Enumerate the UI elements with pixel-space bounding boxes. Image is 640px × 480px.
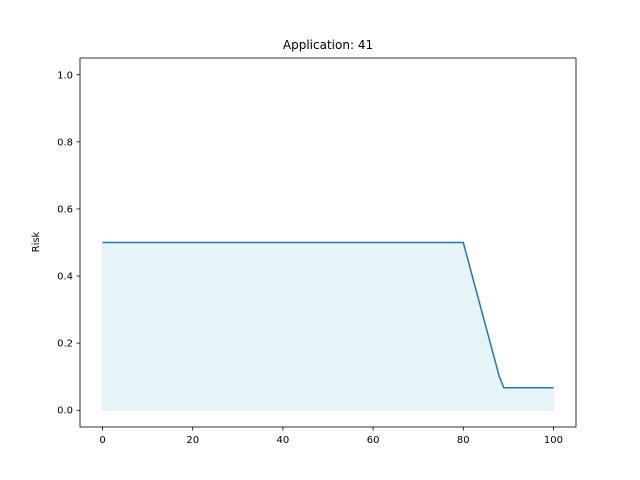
x-tick-label: 80 (457, 435, 470, 446)
x-tick-label: 100 (544, 435, 563, 446)
plot-area: 0 20 40 60 80 100 0.0 0.2 0.4 0.6 0.8 1.0 (57, 57, 577, 446)
x-tick-label: 60 (367, 435, 380, 446)
chart-title: Application: 41 (283, 38, 373, 52)
x-tick-label: 0 (99, 435, 105, 446)
x-tick-label: 40 (277, 435, 290, 446)
y-tick-label: 1.0 (57, 70, 73, 81)
plot-frame (79, 57, 577, 428)
x-tick-label: 20 (186, 435, 199, 446)
y-tick-label: 0.6 (57, 204, 73, 215)
y-tick-label: 0.4 (57, 272, 73, 283)
y-tick-label: 0.2 (57, 339, 73, 350)
series-line-0 (102, 241, 554, 389)
y-tick-label: 0.8 (57, 137, 73, 148)
y-tick-label: 0.0 (57, 406, 73, 417)
y-axis-label: Risk (31, 231, 42, 252)
